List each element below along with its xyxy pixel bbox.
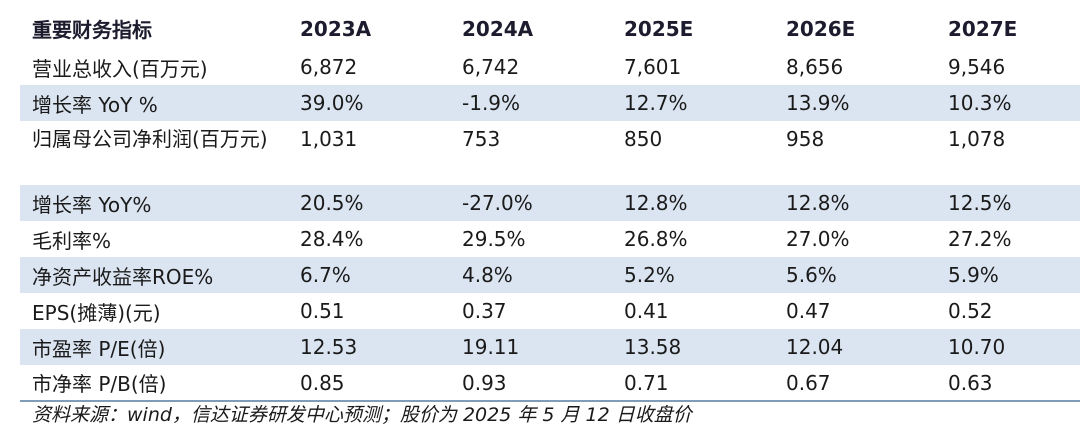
cell-value: 5.9%	[936, 257, 1080, 293]
header-year: 2023A	[300, 16, 372, 41]
cell-value: 1,078	[948, 127, 1006, 151]
table-row: 增长率 YoY% 20.5% -27.0% 12.8% 12.8% 12.5%	[20, 185, 1080, 221]
cell-value: 753	[462, 127, 501, 151]
table-header-row: 重要财务指标 2023A 2024A 2025E 2026E 2027E	[20, 8, 1080, 49]
table-row: 营业总收入(百万元) 6,872 6,742 7,601 8,656 9,546	[20, 49, 1080, 85]
cell-value: 10.3%	[936, 85, 1080, 121]
cell-value: 10.70	[936, 329, 1080, 365]
cell-value: 5.2%	[612, 257, 774, 293]
table-row: 归属母公司净利润(百万元) 1,031 753 850 958 1,078	[20, 121, 1080, 185]
cell-value: 1,031	[300, 127, 358, 151]
cell-value: 8,656	[786, 55, 844, 79]
header-year: 2025E	[624, 16, 694, 41]
cell-value: 7,601	[624, 55, 682, 79]
cell-value: 6,872	[300, 55, 358, 79]
cell-value: 28.4%	[300, 227, 364, 251]
cell-value: 27.2%	[948, 227, 1012, 251]
cell-value: 39.0%	[288, 85, 450, 121]
cell-value: 9,546	[948, 55, 1006, 79]
cell-value: 12.7%	[612, 85, 774, 121]
header-metric: 重要财务指标	[32, 18, 152, 42]
cell-value: 29.5%	[462, 227, 526, 251]
cell-value: 958	[786, 127, 825, 151]
row-label: 市盈率 P/E(倍)	[20, 329, 288, 365]
cell-value: 0.67	[774, 365, 936, 402]
cell-value: 12.53	[288, 329, 450, 365]
table-row: EPS(摊薄)(元) 0.51 0.37 0.41 0.47 0.52	[20, 293, 1080, 329]
row-label: 净资产收益率ROE%	[20, 257, 288, 293]
table-row: 市盈率 P/E(倍) 12.53 19.11 13.58 12.04 10.70	[20, 329, 1080, 365]
table-row: 毛利率% 28.4% 29.5% 26.8% 27.0% 27.2%	[20, 221, 1080, 257]
cell-value: 12.8%	[612, 185, 774, 221]
cell-value: 0.41	[624, 299, 669, 323]
cell-value: 26.8%	[624, 227, 688, 251]
cell-value: 0.93	[450, 365, 612, 402]
cell-value: 0.85	[288, 365, 450, 402]
cell-value: 12.04	[774, 329, 936, 365]
cell-value: 13.58	[612, 329, 774, 365]
cell-value: 13.9%	[774, 85, 936, 121]
row-label: 营业总收入(百万元)	[32, 56, 208, 81]
cell-value: 20.5%	[288, 185, 450, 221]
table-row: 增长率 YoY % 39.0% -1.9% 12.7% 13.9% 10.3%	[20, 85, 1080, 121]
row-label: EPS(摊薄)(元)	[32, 300, 161, 325]
source-note: 资料来源：wind，信达证券研发中心预测；股价为 2025 年 5 月 12 日…	[32, 404, 692, 426]
cell-value: 12.8%	[774, 185, 936, 221]
cell-value: 0.63	[936, 365, 1080, 402]
cell-value: 850	[624, 127, 663, 151]
cell-value: -27.0%	[450, 185, 612, 221]
row-label: 增长率 YoY %	[20, 85, 288, 121]
cell-value: 5.6%	[774, 257, 936, 293]
header-year: 2026E	[786, 16, 856, 41]
header-year: 2024A	[462, 16, 534, 41]
cell-value: 0.47	[786, 299, 831, 323]
cell-value: 0.51	[300, 299, 345, 323]
row-label: 归属母公司净利润(百万元)	[32, 127, 268, 151]
cell-value: 0.37	[462, 299, 507, 323]
cell-value: 6.7%	[288, 257, 450, 293]
cell-value: 6,742	[462, 55, 520, 79]
header-year: 2027E	[948, 16, 1018, 41]
row-label: 增长率 YoY%	[20, 185, 288, 221]
cell-value: 19.11	[450, 329, 612, 365]
cell-value: 0.71	[612, 365, 774, 402]
cell-value: 12.5%	[936, 185, 1080, 221]
cell-value: 4.8%	[450, 257, 612, 293]
row-label: 市净率 P/B(倍)	[20, 365, 288, 402]
cell-value: 27.0%	[786, 227, 850, 251]
cell-value: 0.52	[948, 299, 993, 323]
financial-indicators-table: 重要财务指标 2023A 2024A 2025E 2026E 2027E 营业总…	[20, 8, 1080, 402]
row-label: 毛利率%	[32, 228, 112, 253]
table-row: 净资产收益率ROE% 6.7% 4.8% 5.2% 5.6% 5.9%	[20, 257, 1080, 293]
cell-value: -1.9%	[450, 85, 612, 121]
table-row: 市净率 P/B(倍) 0.85 0.93 0.71 0.67 0.63	[20, 365, 1080, 402]
